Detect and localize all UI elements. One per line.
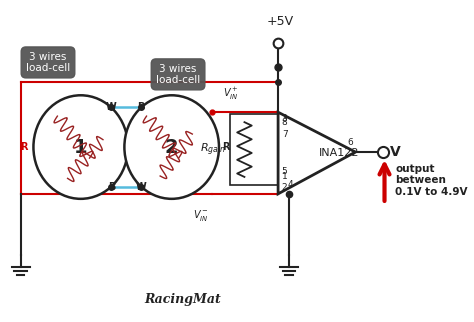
Circle shape bbox=[34, 95, 128, 199]
Text: 2: 2 bbox=[282, 183, 287, 192]
Text: 3 wires
load-cell: 3 wires load-cell bbox=[156, 63, 200, 85]
Text: $R_{gain}$: $R_{gain}$ bbox=[200, 141, 226, 158]
Text: output
between
0.1V to 4.9V: output between 0.1V to 4.9V bbox=[395, 164, 468, 197]
Text: $V_{IN}^-$: $V_{IN}^-$ bbox=[193, 208, 209, 223]
Text: +5V: +5V bbox=[266, 14, 293, 28]
Text: $V_{IN}^+$: $V_{IN}^+$ bbox=[223, 86, 238, 102]
Text: 7: 7 bbox=[282, 130, 288, 139]
Text: W: W bbox=[106, 102, 117, 112]
Text: 3 wires
load-cell: 3 wires load-cell bbox=[26, 52, 70, 73]
Text: 6: 6 bbox=[348, 138, 354, 147]
Text: 2: 2 bbox=[165, 137, 179, 156]
Text: V: V bbox=[390, 145, 401, 159]
Text: 8: 8 bbox=[282, 118, 288, 127]
Text: INA122: INA122 bbox=[319, 148, 359, 158]
Text: 5: 5 bbox=[282, 167, 288, 176]
Text: R: R bbox=[223, 142, 230, 152]
Text: W: W bbox=[136, 183, 146, 193]
Text: 1: 1 bbox=[282, 172, 288, 181]
Text: 3: 3 bbox=[282, 114, 288, 123]
Text: B: B bbox=[137, 102, 145, 112]
Text: 1: 1 bbox=[74, 137, 88, 156]
Text: R: R bbox=[20, 142, 28, 152]
Text: B: B bbox=[108, 183, 115, 193]
Text: 4: 4 bbox=[287, 180, 293, 189]
Text: RacingMat: RacingMat bbox=[144, 293, 221, 306]
Circle shape bbox=[124, 95, 219, 199]
